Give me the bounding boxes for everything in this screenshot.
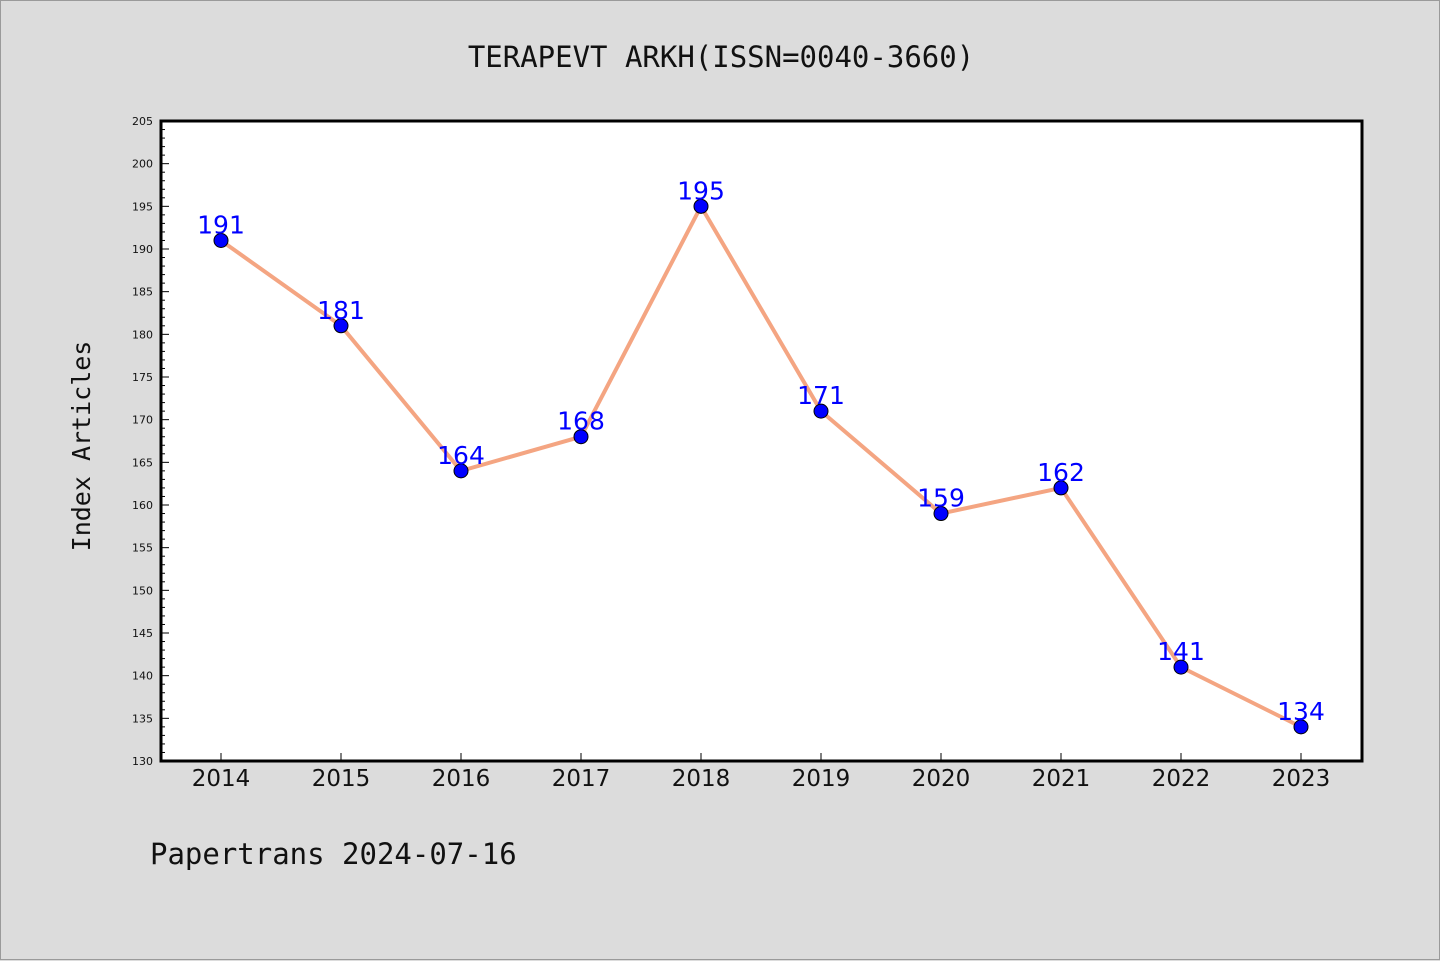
- data-label: 164: [437, 441, 485, 470]
- y-tick-label: 175: [132, 371, 153, 384]
- y-tick-label: 190: [132, 243, 153, 256]
- y-tick-label: 160: [132, 499, 153, 512]
- data-label: 168: [557, 407, 605, 436]
- data-label: 162: [1037, 458, 1085, 487]
- y-tick-label: 135: [132, 712, 153, 725]
- x-tick-label: 2014: [192, 766, 251, 792]
- y-tick-label: 130: [132, 755, 153, 768]
- x-tick-label: 2022: [1152, 766, 1211, 792]
- data-point: [693, 198, 709, 214]
- y-tick-label: 170: [132, 414, 153, 427]
- x-axis: 2014 2015 2016 2017 2018 2019 2020 2021 2022 2023: [192, 753, 1331, 792]
- data-point: [1293, 719, 1309, 735]
- data-label: 159: [917, 484, 965, 513]
- data-label: 171: [797, 381, 845, 410]
- footer-credit: Papertrans 2024-07-16: [150, 837, 517, 871]
- x-tick-label: 2017: [552, 766, 611, 792]
- data-point: [453, 463, 469, 479]
- series: [213, 198, 1309, 735]
- x-tick-label: 2023: [1272, 766, 1331, 792]
- data-point: [933, 506, 949, 522]
- chart-title: TERAPEVT ARKH(ISSN=0040-3660): [468, 40, 974, 74]
- data-label: 191: [197, 210, 245, 239]
- y-tick-label: 155: [132, 542, 153, 555]
- y-axis: 130 135 140 145 150 155 160 165 170 175 180 185 190 1…: [132, 115, 169, 768]
- x-tick-label: 2021: [1032, 766, 1091, 792]
- data-label: 134: [1277, 697, 1325, 726]
- y-tick-label: 195: [132, 200, 153, 213]
- data-point: [213, 232, 229, 248]
- y-tick-label: 145: [132, 627, 153, 640]
- y-tick-label: 200: [132, 158, 153, 171]
- plot-area: [159, 119, 1364, 763]
- y-axis-label: Index Articles: [67, 341, 96, 552]
- y-tick-label: 140: [132, 670, 153, 683]
- y-tick-label: 205: [132, 115, 153, 128]
- x-tick-label: 2018: [672, 766, 731, 792]
- data-label: 141: [1157, 637, 1205, 666]
- data-labels: 191 181 164 168 195 171 159 162 141 134: [197, 176, 1325, 726]
- data-point: [333, 318, 349, 334]
- x-tick-label: 2019: [792, 766, 851, 792]
- y-tick-label: 180: [132, 328, 153, 341]
- y-tick-label: 185: [132, 286, 153, 299]
- data-point: [1053, 480, 1069, 496]
- x-tick-label: 2015: [312, 766, 371, 792]
- data-point: [813, 403, 829, 419]
- y-tick-label: 150: [132, 584, 153, 597]
- data-point: [1173, 659, 1189, 675]
- data-point: [573, 429, 589, 445]
- data-label: 181: [317, 296, 365, 325]
- data-label: 195: [677, 176, 725, 205]
- x-tick-label: 2020: [912, 766, 971, 792]
- series-line: [219, 204, 1302, 729]
- x-tick-label: 2016: [432, 766, 491, 792]
- y-tick-label: 165: [132, 456, 153, 469]
